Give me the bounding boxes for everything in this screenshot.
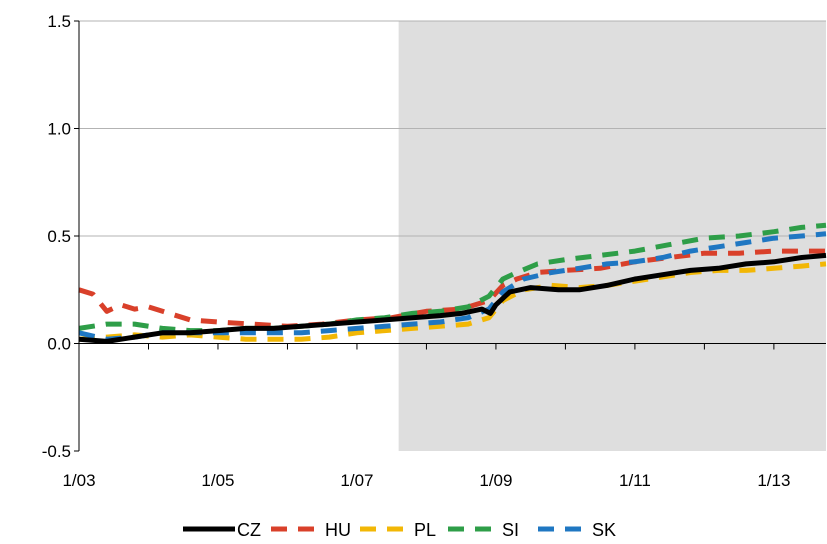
legend-label-pl: PL [414, 520, 436, 540]
series-layer [78, 222, 827, 344]
y-tick-label: 0.0 [47, 335, 71, 354]
series-line-hu [78, 248, 826, 329]
x-tick-label: 1/13 [757, 471, 790, 490]
x-tick-label: 1/11 [619, 471, 651, 490]
y-tick-label: 1.0 [47, 120, 71, 139]
y-tick-labels: -0.5 0.0 0.5 1.0 1.5 [42, 12, 71, 461]
gridlines-layer [79, 20, 826, 237]
legend-label-cz: CZ [237, 520, 261, 540]
y-tick-label: 1.5 [47, 12, 71, 31]
series-line-cz [78, 252, 827, 344]
x-tick-label: 1/09 [479, 471, 512, 490]
x-tick-label: 1/05 [201, 471, 234, 490]
y-tick-label: -0.5 [42, 442, 71, 461]
legend: CZ HU PL SI SK [183, 520, 616, 540]
x-tick-label: 1/03 [62, 471, 95, 490]
series-line-sk [78, 231, 827, 342]
series-line-si [78, 222, 827, 334]
legend-label-hu: HU [325, 520, 351, 540]
legend-label-si: SI [502, 520, 519, 540]
x-tick-label: 1/07 [340, 471, 373, 490]
y-tick-label: 0.5 [47, 227, 71, 246]
x-tick-labels: 1/03 1/05 1/07 1/09 1/11 1/13 [62, 471, 790, 490]
axes-layer [74, 20, 826, 452]
legend-label-sk: SK [592, 520, 616, 540]
